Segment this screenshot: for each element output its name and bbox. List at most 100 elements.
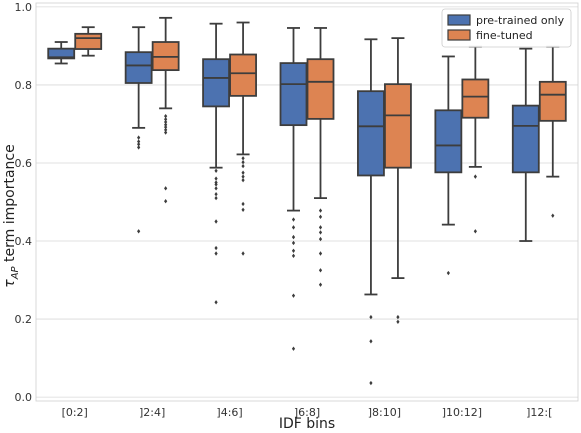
- box-1-4: [384, 37, 412, 324]
- outlier-point: [214, 176, 218, 181]
- box-body: [229, 53, 257, 97]
- boxes-layer: [47, 16, 567, 386]
- outlier-point: [214, 168, 218, 173]
- box-1-1: [151, 16, 180, 204]
- legend-swatch-1: [447, 29, 471, 41]
- outlier-point: [369, 380, 373, 386]
- axes-layer: 0.0 0.2 0.4 0.6 0.8 1.0 [0:2]]2:4]]4:6]]6:8]]8…: [15, 1, 579, 419]
- box-1-3: [306, 27, 335, 287]
- box-0-4: [357, 38, 385, 386]
- outlier-point: [318, 268, 323, 273]
- box-body: [202, 58, 230, 108]
- outlier-point: [164, 124, 168, 130]
- box-body: [461, 78, 490, 119]
- outlier-point: [214, 186, 218, 191]
- outlier-point: [241, 201, 245, 207]
- y-tick-label: 0.0: [15, 391, 33, 404]
- box-body: [511, 104, 540, 174]
- outlier-point: [164, 113, 168, 119]
- box-body: [47, 47, 76, 60]
- outlier-point: [137, 139, 141, 144]
- outlier-point: [291, 346, 296, 351]
- outlier-point: [241, 251, 245, 256]
- y-tick-label: 1.0: [15, 1, 33, 14]
- outlier-point: [291, 248, 296, 253]
- legend-box: [441, 8, 572, 48]
- x-tick-label: ]12:[: [526, 406, 552, 419]
- box-1-2: [229, 21, 257, 256]
- x-tick-label: ]8:10]: [368, 406, 401, 419]
- outlier-point: [291, 293, 296, 298]
- outlier-point: [291, 234, 296, 240]
- outlier-point: [291, 225, 296, 230]
- outlier-point: [241, 207, 245, 213]
- outlier-point: [291, 217, 296, 222]
- outlier-point: [369, 314, 373, 320]
- outlier-point: [291, 240, 296, 246]
- outlier-point: [214, 251, 218, 256]
- outlier-point: [164, 119, 168, 125]
- legend-swatch-0: [447, 14, 471, 26]
- legend-label-0: pre-trained only: [476, 14, 565, 27]
- outlier-point: [241, 163, 245, 169]
- outlier-point: [164, 127, 168, 133]
- outlier-point: [164, 199, 168, 204]
- box-0-2: [202, 22, 230, 305]
- box-1-5: [461, 45, 490, 234]
- box-body: [74, 32, 103, 50]
- outlier-point: [164, 130, 168, 135]
- y-axis-title: τAP term importance: [2, 144, 21, 287]
- outlier-point: [241, 177, 245, 183]
- outlier-point: [214, 191, 218, 197]
- outlier-point: [318, 282, 323, 287]
- box-1-6: [538, 45, 567, 218]
- outlier-point: [318, 251, 323, 256]
- outlier-point: [164, 122, 168, 127]
- outlier-point: [137, 145, 141, 150]
- outlier-point: [318, 208, 323, 213]
- box-0-3: [279, 27, 308, 351]
- box-body: [434, 109, 463, 174]
- y-tick-label: 0.2: [15, 313, 33, 326]
- box-body: [279, 62, 308, 127]
- plot-frame: [35, 2, 579, 402]
- x-tick-label: [0:2]: [62, 406, 88, 419]
- box-1-0: [74, 26, 103, 57]
- outlier-point: [214, 182, 218, 187]
- box-body: [357, 90, 385, 177]
- y-tick-label: 0.6: [15, 157, 33, 170]
- box-body: [124, 51, 153, 84]
- outlier-point: [241, 160, 245, 165]
- outlier-point: [164, 117, 168, 122]
- outlier-point: [137, 142, 141, 147]
- outlier-point: [214, 300, 218, 305]
- outlier-point: [214, 245, 218, 251]
- outlier-point: [396, 314, 400, 320]
- outlier-point: [137, 135, 141, 140]
- outlier-point: [446, 270, 450, 276]
- outlier-point: [396, 319, 400, 324]
- outlier-point: [318, 225, 323, 230]
- box-body: [306, 58, 335, 120]
- outlier-point: [214, 219, 218, 224]
- y-tick-label: 0.4: [15, 235, 33, 248]
- y-tick-label: 0.8: [15, 79, 33, 92]
- x-tick-label: ]10:12]: [442, 406, 482, 419]
- box-0-0: [47, 41, 76, 65]
- legend: pre-trained only fine-tuned: [441, 8, 572, 48]
- outlier-point: [369, 339, 373, 344]
- box-0-6: [511, 47, 540, 242]
- outlier-point: [318, 230, 323, 235]
- outlier-point: [473, 229, 477, 234]
- outlier-point: [241, 170, 245, 175]
- outlier-point: [291, 253, 296, 259]
- legend-label-1: fine-tuned: [476, 29, 533, 42]
- box-body: [538, 80, 567, 122]
- outlier-point: [241, 174, 245, 179]
- outlier-point: [214, 195, 218, 201]
- outlier-point: [551, 213, 555, 218]
- outlier-point: [318, 236, 323, 242]
- outlier-point: [241, 156, 245, 161]
- x-tick-label: ]4:6]: [216, 406, 242, 419]
